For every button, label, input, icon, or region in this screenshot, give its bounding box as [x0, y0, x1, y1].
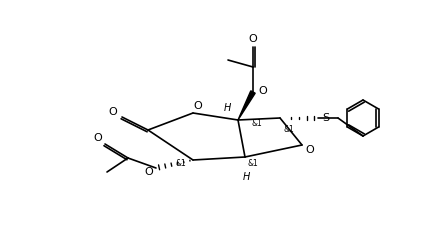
Text: O: O	[259, 86, 268, 96]
Text: &1: &1	[175, 158, 186, 168]
Text: O: O	[306, 145, 314, 155]
Text: O: O	[145, 167, 153, 177]
Text: O: O	[108, 107, 117, 117]
Text: H: H	[223, 103, 231, 113]
Text: S: S	[322, 113, 330, 123]
Text: O: O	[249, 34, 257, 44]
Text: H: H	[242, 172, 250, 182]
Text: O: O	[94, 133, 103, 143]
Text: &1: &1	[283, 126, 294, 134]
Text: &1: &1	[252, 120, 263, 128]
Text: &1: &1	[248, 158, 259, 168]
Text: O: O	[194, 101, 203, 111]
Polygon shape	[238, 91, 255, 120]
